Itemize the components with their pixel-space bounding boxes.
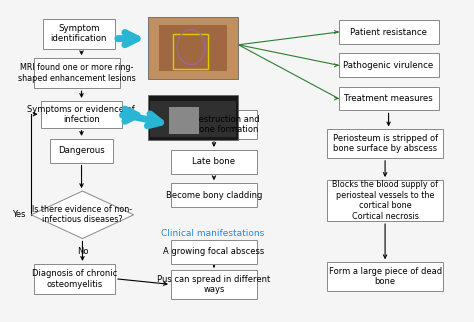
- Text: Clinical manifestations: Clinical manifestations: [161, 229, 264, 238]
- FancyBboxPatch shape: [327, 129, 443, 158]
- Text: Is there evidence of non-
infectious diseases?: Is there evidence of non- infectious dis…: [32, 205, 133, 224]
- FancyBboxPatch shape: [171, 110, 257, 139]
- FancyBboxPatch shape: [150, 101, 236, 137]
- Text: No: No: [77, 247, 88, 256]
- FancyBboxPatch shape: [147, 17, 238, 79]
- FancyBboxPatch shape: [327, 262, 443, 291]
- FancyBboxPatch shape: [338, 53, 438, 77]
- FancyBboxPatch shape: [171, 150, 257, 174]
- Text: Late bone: Late bone: [192, 157, 236, 166]
- Text: Pathogenic virulence: Pathogenic virulence: [344, 61, 434, 70]
- Text: Diagnosis of chronic
osteomyelitis: Diagnosis of chronic osteomyelitis: [32, 269, 117, 289]
- FancyBboxPatch shape: [171, 270, 257, 298]
- Text: Symptoms or evidence of
infection: Symptoms or evidence of infection: [27, 105, 135, 124]
- FancyBboxPatch shape: [171, 183, 257, 207]
- Text: Treatment measures: Treatment measures: [344, 94, 433, 103]
- Text: Pus can spread in different
ways: Pus can spread in different ways: [157, 275, 271, 294]
- Text: Form a large piece of dead
bone: Form a large piece of dead bone: [328, 267, 442, 286]
- FancyBboxPatch shape: [34, 58, 120, 88]
- FancyBboxPatch shape: [50, 139, 113, 163]
- FancyBboxPatch shape: [147, 95, 238, 140]
- FancyBboxPatch shape: [171, 240, 257, 264]
- FancyBboxPatch shape: [34, 264, 115, 294]
- FancyBboxPatch shape: [327, 180, 443, 221]
- FancyBboxPatch shape: [338, 87, 438, 110]
- FancyBboxPatch shape: [159, 25, 227, 71]
- Text: Dangerous: Dangerous: [58, 146, 105, 155]
- FancyBboxPatch shape: [41, 101, 122, 128]
- Text: A growing focal abscess: A growing focal abscess: [164, 248, 264, 257]
- Text: Yes: Yes: [12, 210, 26, 219]
- Text: Symptom
identification: Symptom identification: [51, 24, 107, 43]
- FancyBboxPatch shape: [43, 19, 115, 49]
- FancyBboxPatch shape: [169, 107, 199, 134]
- FancyBboxPatch shape: [338, 20, 438, 44]
- Text: Patient resistance: Patient resistance: [350, 28, 427, 37]
- Text: Become bony cladding: Become bony cladding: [166, 191, 262, 200]
- Text: Blocks the blood supply of
periosteal vessels to the
cortical bone
Cortical necr: Blocks the blood supply of periosteal ve…: [332, 180, 438, 221]
- Text: Periosteum is stripped of
bone surface by abscess: Periosteum is stripped of bone surface b…: [333, 134, 438, 153]
- Text: Bone destruction and
dead bone formation: Bone destruction and dead bone formation: [169, 115, 259, 134]
- Polygon shape: [31, 191, 134, 239]
- Text: MRI found one or more ring-
shaped enhancement lesions: MRI found one or more ring- shaped enhan…: [18, 63, 136, 83]
